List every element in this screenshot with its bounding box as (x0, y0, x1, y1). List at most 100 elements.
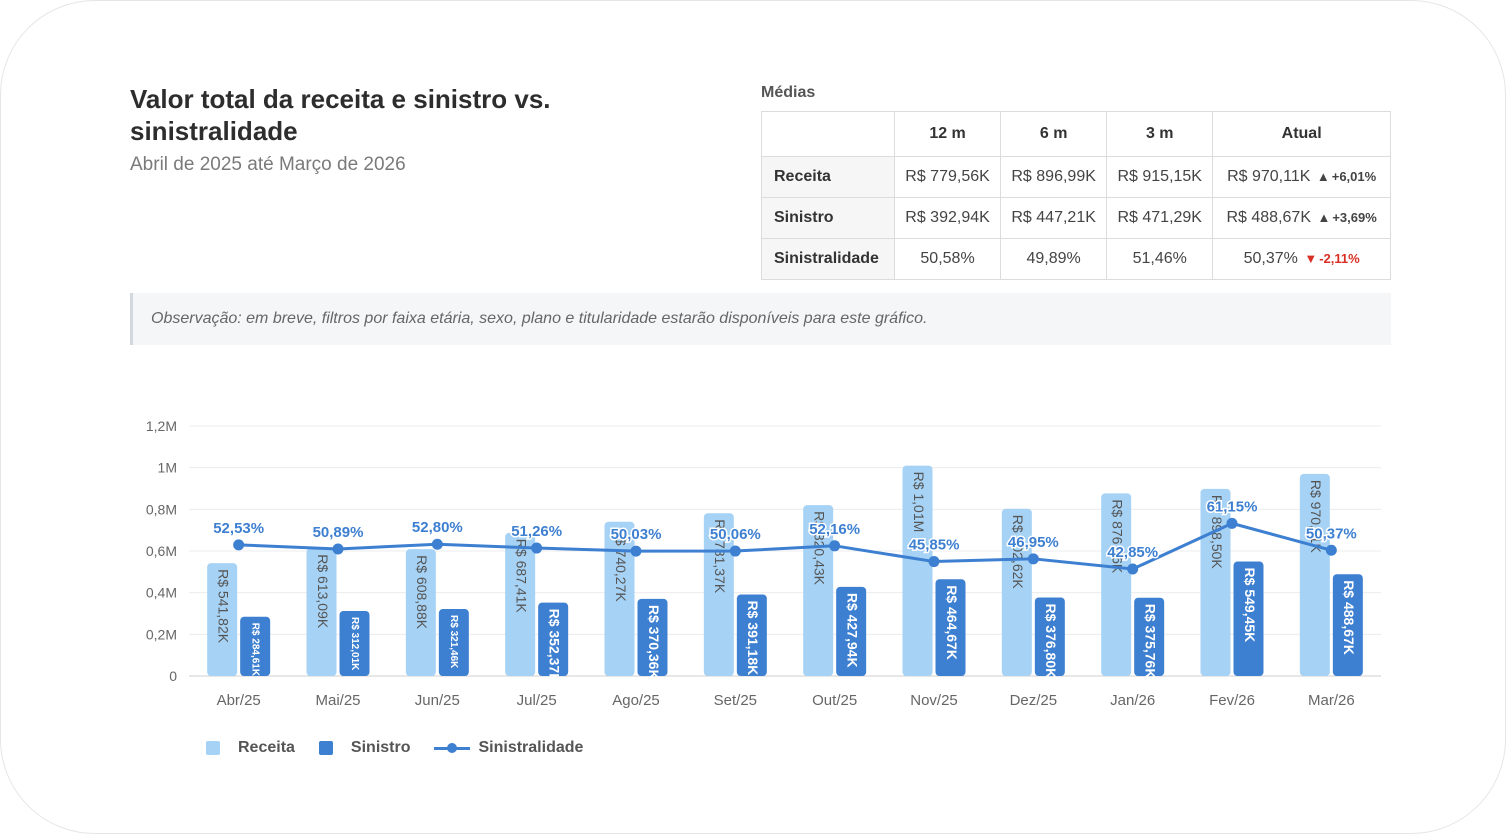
y-tick-label: 0,8M (146, 501, 177, 517)
bar-sinistro (1034, 597, 1065, 676)
col-6m: 6 m (1000, 111, 1108, 157)
bar-label-sinistro: R$ 375,76K (1142, 604, 1158, 679)
x-tick-label: Ago/25 (612, 692, 660, 709)
legend-label: Receita (238, 739, 295, 756)
cell-6m: 49,89% (1000, 238, 1108, 280)
x-tick-label: Jul/25 (517, 692, 557, 709)
averages-corner-cell (761, 111, 895, 157)
sinistralidade-point (332, 543, 344, 555)
sinistralidade-line (238, 521, 1332, 571)
line-marker-icon (434, 741, 471, 755)
bar-receita (604, 521, 635, 676)
x-tick-label: Abr/25 (217, 692, 261, 709)
sinistralidade-point (1226, 517, 1238, 529)
sinistralidade-point (729, 545, 741, 557)
cell-atual: 50,37% ▼ -2,11% (1212, 238, 1391, 280)
bar-label-sinistro: R$ 321,46K (448, 615, 459, 669)
sinistralidade-point (928, 556, 940, 568)
bar-label-sinistro: R$ 352,37K (546, 609, 562, 684)
x-tick-label: Dez/25 (1010, 692, 1058, 709)
bar-label-sinistro: R$ 488,67K (1341, 580, 1357, 655)
bar-label-receita: R$ 740,27K (613, 528, 629, 603)
sinistralidade-label: 46,95% (1008, 534, 1059, 551)
sinistralidade-label: 51,26% (511, 523, 562, 540)
sinistralidade-label: 50,37% (1306, 525, 1357, 542)
sinistro-swatch-icon (318, 741, 333, 755)
atual-value: R$ 970,11K (1227, 168, 1311, 185)
chart-subtitle: Abril de 2025 até Março de 2026 (130, 154, 406, 175)
observation-note: Observação: em breve, filtros por faixa … (130, 293, 1391, 345)
sinistralidade-point (630, 545, 642, 557)
delta-value: +3,69% (1332, 210, 1377, 225)
bar-sinistro (736, 594, 767, 676)
cell-3m: R$ 471,29K (1106, 197, 1214, 239)
col-12m: 12 m (893, 111, 1002, 157)
sinistralidade-point (1027, 553, 1039, 565)
x-tick-label: Jun/25 (415, 692, 460, 709)
bar-sinistro (538, 602, 569, 676)
y-tick-label: 0,4M (146, 585, 177, 601)
y-tick-label: 1,2M (146, 418, 177, 434)
x-tick-label: Jan/26 (1110, 692, 1155, 709)
bar-sinistro (438, 609, 469, 676)
delta-value: -2,11% (1319, 251, 1360, 266)
col-3m: 3 m (1106, 111, 1214, 157)
legend-item-receita[interactable]: Receita (206, 739, 295, 757)
x-tick-label: Fev/26 (1209, 692, 1255, 709)
cell-6m: R$ 896,99K (1000, 156, 1108, 198)
bar-label-receita: R$ 802,62K (1010, 515, 1026, 590)
bar-label-sinistro: R$ 284,61K (250, 623, 261, 677)
bar-receita (505, 532, 536, 676)
up-arrow-icon: ▲ (1316, 169, 1330, 184)
cell-12m: 50,58% (893, 238, 1002, 280)
bar-label-receita: R$ 898,50K (1209, 495, 1225, 570)
x-tick-label: Mai/25 (315, 692, 360, 709)
cell-12m: R$ 779,56K (893, 156, 1002, 198)
bar-label-receita: R$ 820,43K (811, 511, 827, 586)
legend-item-sinistro[interactable]: Sinistro (318, 739, 411, 757)
bar-sinistro (935, 579, 966, 676)
cell-3m: R$ 915,15K (1106, 156, 1214, 198)
delta-value: +6,01% (1331, 169, 1377, 184)
bar-sinistro (1134, 597, 1165, 676)
legend-label: Sinistro (350, 739, 411, 756)
legend-label: Sinistralidade (478, 739, 584, 756)
cell-3m: 51,46% (1106, 238, 1214, 280)
bar-label-sinistro: R$ 391,18K (745, 601, 761, 676)
y-tick-label: 0,6M (146, 543, 177, 559)
legend-item-sinistralidade[interactable]: Sinistralidade (434, 739, 583, 757)
x-tick-label: Out/25 (812, 692, 857, 709)
sinistralidade-point (531, 542, 543, 554)
chart-title: Valor total da receita e sinistro vs. si… (130, 84, 551, 146)
sinistralidade-label: 61,15% (1207, 498, 1258, 515)
receita-swatch-icon (206, 741, 220, 755)
up-arrow-icon: ▲ (1317, 210, 1331, 225)
row-label: Sinistro (761, 197, 895, 239)
sinistralidade-label: 42,85% (1107, 544, 1158, 561)
bar-label-receita: R$ 876,86K (1109, 499, 1125, 574)
sinistralidade-point (233, 539, 245, 551)
bar-receita (1299, 473, 1330, 676)
cell-atual: R$ 970,11K ▲ +6,01% (1212, 156, 1391, 198)
y-tick-label: 1M (158, 460, 177, 476)
sinistralidade-point (829, 540, 841, 552)
bar-receita (902, 465, 933, 676)
legend: Receita Sinistro Sinistralidade (206, 739, 607, 757)
bar-sinistro (240, 616, 271, 676)
bar-sinistro (339, 610, 370, 676)
combo-chart: 0 0,2M 0,4M 0,6M 0,8M 1M 1,2M R$ 541,82K R$ 284,… (146, 418, 1381, 709)
y-tick-label: 0,2M (146, 626, 177, 642)
bar-label-sinistro: R$ 549,45K (1242, 568, 1258, 643)
bar-label-receita: R$ 687,41K (513, 539, 529, 614)
sinistralidade-point (431, 538, 443, 550)
bar-label-receita: R$ 608,88K (414, 555, 430, 630)
bar-receita (703, 513, 734, 676)
sinistralidade-label: 52,80% (412, 519, 463, 536)
atual-value: R$ 488,67K (1226, 209, 1311, 226)
sinistralidade-label: 50,89% (313, 524, 364, 541)
bar-label-sinistro: R$ 464,67K (944, 585, 960, 660)
bar-sinistro (637, 598, 668, 676)
bar-receita (207, 563, 238, 676)
x-tick-label: Nov/25 (910, 692, 958, 709)
bar-label-receita: R$ 541,82K (215, 569, 231, 644)
